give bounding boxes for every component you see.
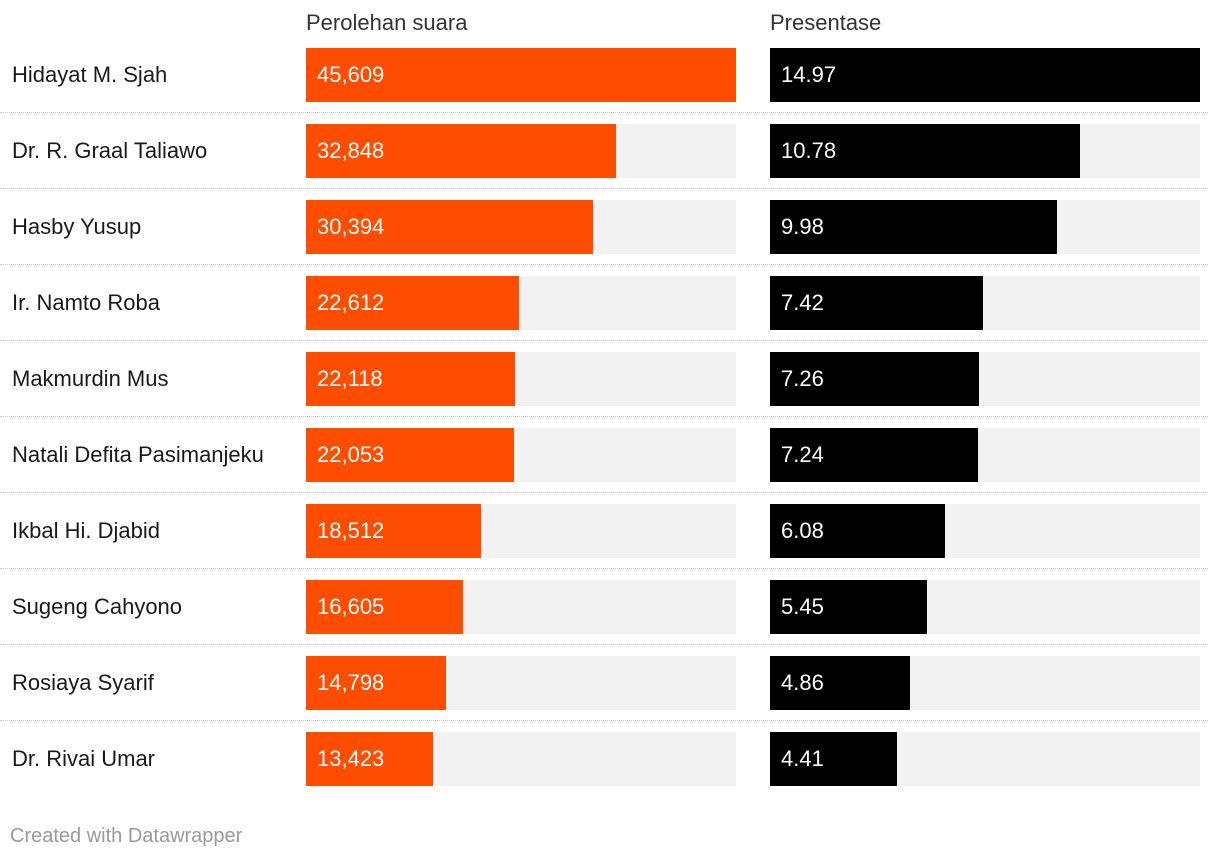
percent-value-label: 7.24 — [781, 442, 824, 467]
percent-bar — [770, 48, 1200, 102]
percent-bar — [770, 352, 979, 406]
votes-bar — [306, 200, 593, 254]
votes-bar — [306, 428, 514, 482]
candidate-name: Dr. R. Graal Taliawo — [12, 138, 208, 163]
votes-bar — [306, 580, 463, 634]
candidate-name: Sugeng Cahyono — [12, 594, 183, 619]
column-header-votes: Perolehan suara — [306, 10, 468, 35]
table-row: Dr. Rivai Umar 13,423 4.41 — [12, 732, 1208, 808]
row-divider — [0, 188, 1208, 189]
votes-value-label: 30,394 — [317, 214, 385, 239]
percent-track: 5.45 — [770, 580, 1200, 634]
candidate-name: Hidayat M. Sjah — [12, 62, 168, 87]
votes-value-label: 18,512 — [317, 518, 385, 543]
percent-bar — [770, 200, 1057, 254]
votes-track: 22,118 — [306, 352, 736, 406]
row-divider — [0, 416, 1208, 417]
table-row: Rosiaya Syarif 14,798 4.86 — [0, 656, 1208, 732]
column-header-percent: Presentase — [770, 10, 882, 35]
votes-bar — [306, 124, 616, 178]
votes-value-label: 22,053 — [317, 442, 385, 467]
table-row: Hidayat M. Sjah 45,609 14.97 — [0, 48, 1208, 124]
votes-bar — [306, 504, 481, 558]
row-divider — [0, 264, 1208, 265]
votes-value-label: 32,848 — [317, 138, 385, 163]
votes-track: 22,612 — [306, 276, 736, 330]
row-divider — [0, 340, 1208, 341]
table-row: Ir. Namto Roba 22,612 7.42 — [0, 276, 1208, 352]
candidate-name: Ikbal Hi. Djabid — [12, 518, 160, 543]
votes-track: 18,512 — [306, 504, 736, 558]
row-divider — [0, 492, 1208, 493]
candidate-name: Makmurdin Mus — [12, 366, 169, 391]
candidate-name: Ir. Namto Roba — [12, 290, 160, 315]
row-divider — [0, 112, 1208, 113]
votes-value-label: 14,798 — [317, 670, 385, 695]
percent-track: 7.42 — [770, 276, 1200, 330]
percent-track: 10.78 — [770, 124, 1200, 178]
votes-track: 45,609 — [306, 48, 736, 102]
votes-value-label: 45,609 — [317, 62, 385, 87]
percent-bar — [770, 580, 927, 634]
votes-track: 14,798 — [306, 656, 736, 710]
candidate-name: Natali Defita Pasimanjeku — [12, 442, 264, 467]
candidate-name: Rosiaya Syarif — [12, 670, 154, 695]
votes-bar — [306, 48, 736, 102]
percent-track: 7.26 — [770, 352, 1200, 406]
percent-value-label: 6.08 — [781, 518, 824, 543]
votes-value-label: 22,118 — [317, 366, 383, 391]
votes-track: 32,848 — [306, 124, 736, 178]
percent-track: 7.24 — [770, 428, 1200, 482]
percent-bar — [770, 504, 945, 558]
percent-track: 4.86 — [770, 656, 1200, 710]
percent-bar — [770, 276, 983, 330]
votes-value-label: 22,612 — [317, 290, 385, 315]
percent-value-label: 7.26 — [781, 366, 824, 391]
votes-value-label: 13,423 — [317, 746, 385, 771]
candidate-name: Dr. Rivai Umar — [12, 746, 156, 771]
percent-track: 14.97 — [770, 48, 1200, 102]
percent-bar — [770, 428, 978, 482]
percent-value-label: 7.42 — [781, 290, 824, 315]
row-divider — [0, 644, 1208, 645]
percent-track: 6.08 — [770, 504, 1200, 558]
percent-bar — [770, 656, 910, 710]
table-row: Ikbal Hi. Djabid 18,512 6.08 — [0, 504, 1208, 580]
row-divider — [0, 720, 1208, 721]
candidate-name: Hasby Yusup — [12, 214, 142, 239]
row-divider — [0, 568, 1208, 569]
percent-value-label: 4.41 — [781, 746, 824, 771]
percent-bar — [770, 732, 897, 786]
votes-track: 30,394 — [306, 200, 736, 254]
percent-value-label: 4.86 — [781, 670, 824, 695]
votes-bar — [306, 732, 433, 786]
percent-value-label: 10.78 — [781, 138, 837, 163]
percent-value-label: 14.97 — [781, 62, 837, 87]
votes-track: 16,605 — [306, 580, 736, 634]
votes-value-label: 16,605 — [317, 594, 385, 619]
credit-footer: Created with Datawrapper — [10, 825, 243, 847]
table-row: Makmurdin Mus 22,118 7.26 — [0, 352, 1208, 428]
votes-bar — [306, 276, 519, 330]
table-row: Sugeng Cahyono 16,605 5.45 — [0, 580, 1208, 656]
table-row: Natali Defita Pasimanjeku 22,053 7.24 — [0, 428, 1208, 504]
percent-value-label: 9.98 — [781, 214, 824, 239]
percent-bar — [770, 124, 1080, 178]
percent-track: 9.98 — [770, 200, 1200, 254]
table-row: Hasby Yusup 30,394 9.98 — [0, 200, 1208, 276]
percent-track: 4.41 — [770, 732, 1200, 786]
votes-track: 22,053 — [306, 428, 736, 482]
votes-bar — [306, 352, 515, 406]
votes-bar — [306, 656, 446, 710]
table-row: Dr. R. Graal Taliawo 32,848 10.78 — [0, 124, 1208, 200]
percent-value-label: 5.45 — [781, 594, 824, 619]
votes-track: 13,423 — [306, 732, 736, 786]
